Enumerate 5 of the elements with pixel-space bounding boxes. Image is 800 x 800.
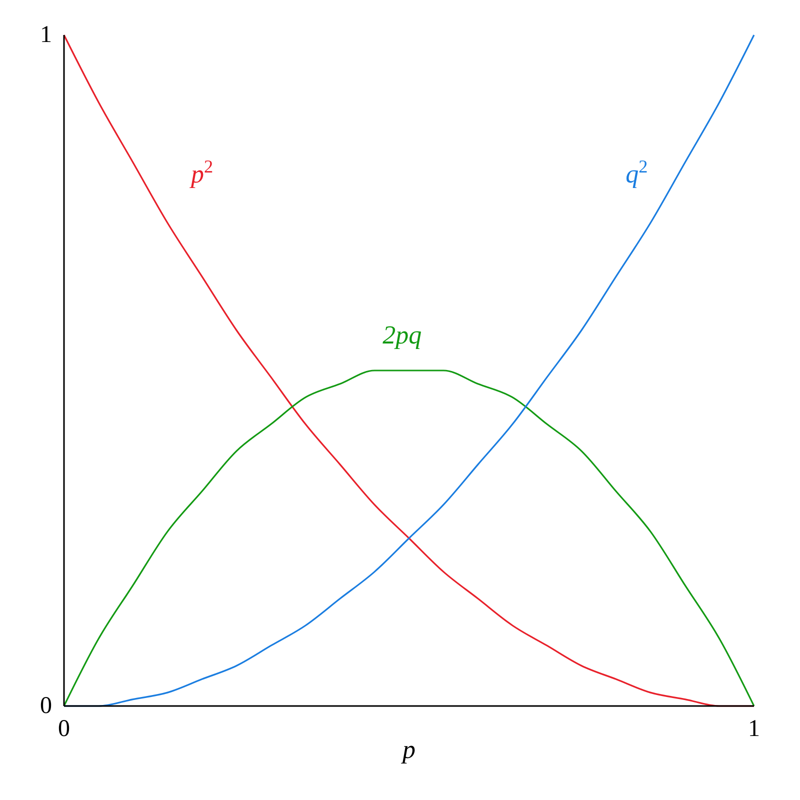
series-label: 2pq	[382, 320, 422, 350]
series-label: q$^{2}$	[626, 156, 648, 189]
x-axis-title: p	[400, 735, 416, 764]
line-series	[63, 34, 755, 707]
series-label: p$^{2}$	[188, 156, 214, 189]
